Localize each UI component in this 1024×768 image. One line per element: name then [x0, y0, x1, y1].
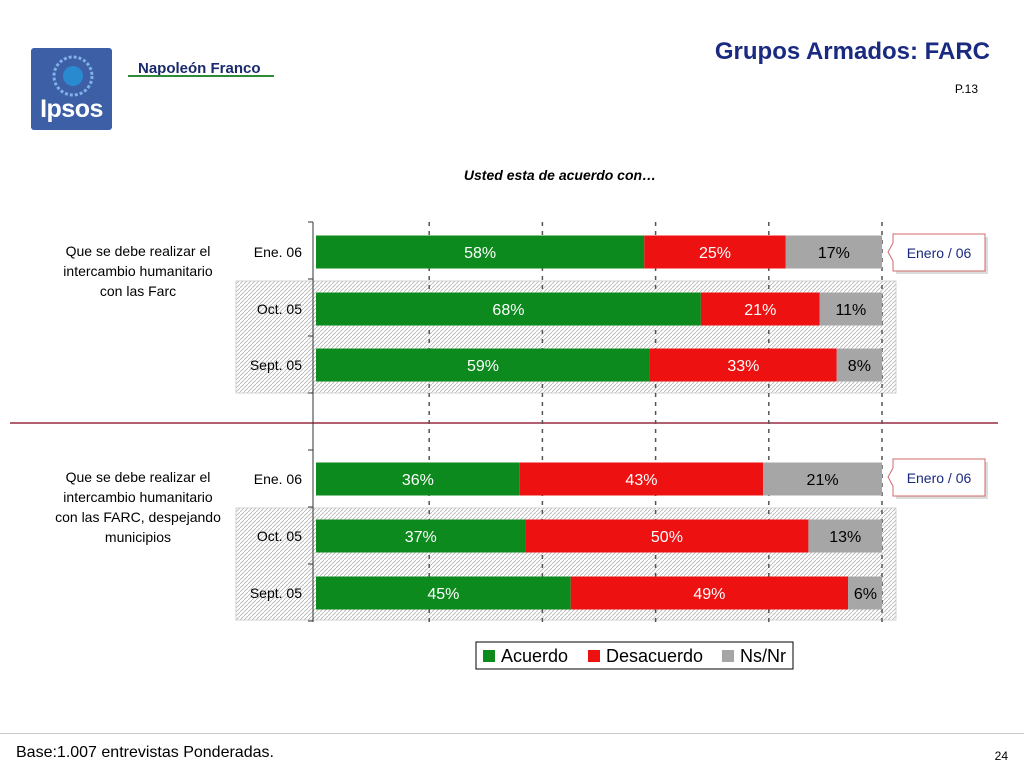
bar-data-label: 11%: [835, 302, 866, 319]
bar-data-label: 68%: [492, 302, 524, 319]
bar-data-label: 13%: [829, 529, 861, 546]
stacked-bar-chart: Ene. 06 58% 25% 17% Oct. 05 68% 21% 11% Sept. 05…: [235, 221, 897, 670]
bar-segment-acuerdo: [316, 348, 650, 382]
bar-segment-nsnr: [836, 348, 882, 382]
bar-data-label: 59%: [467, 358, 499, 375]
bar-segment-desacuerdo: [644, 235, 786, 269]
bar-segment-acuerdo: [316, 519, 526, 553]
callout-1-text: Enero / 06: [907, 245, 972, 261]
row-label: Ene. 06: [254, 244, 302, 260]
bar-data-label: 25%: [699, 245, 731, 262]
bar-segment-nsnr: [819, 292, 882, 326]
bar-data-label: 21%: [744, 302, 776, 319]
legend-box: [475, 641, 794, 670]
bar-segment-nsnr: [785, 235, 882, 269]
row-label: Sept. 05: [250, 357, 302, 373]
page-code: P.13: [954, 82, 978, 96]
brand-underline: [128, 75, 274, 77]
section-divider: [10, 422, 998, 424]
bar-segment-acuerdo: [316, 576, 571, 610]
callout-2-text: Enero / 06: [907, 470, 972, 486]
footer-base-text: Base:1.007 entrevistas Ponderadas.: [16, 744, 274, 761]
bar-segment-desacuerdo: [519, 462, 764, 496]
brand-name: Napoleón Franco: [138, 60, 261, 77]
page-number: 24: [994, 749, 1008, 763]
row-label: Ene. 06: [254, 471, 302, 487]
bar-data-label: 21%: [807, 472, 839, 489]
bar-segment-desacuerdo: [700, 292, 820, 326]
row-label: Sept. 05: [250, 585, 302, 601]
legend-swatch: [588, 650, 600, 662]
bar-segment-acuerdo: [316, 462, 520, 496]
bar-segment-desacuerdo: [570, 576, 849, 610]
callout-enero-1: Enero / 06: [887, 233, 988, 274]
question-2-label: Que se debe realizar el intercambio huma…: [55, 469, 221, 545]
legend-swatch: [483, 650, 495, 662]
footer-divider: [0, 733, 1024, 734]
logo-emblem-icon: [52, 55, 94, 97]
row-label: Oct. 05: [257, 301, 302, 317]
bar-data-label: 37%: [405, 529, 437, 546]
bar-segment-desacuerdo: [525, 519, 809, 553]
callout-enero-2: Enero / 06: [887, 458, 988, 499]
logo-text: Ipsos: [40, 95, 103, 123]
bar-segment-nsnr: [808, 519, 882, 553]
bar-segment-nsnr: [763, 462, 882, 496]
legend-label: Ns/Nr: [740, 646, 786, 666]
ipsos-logo: Ipsos: [31, 48, 112, 130]
page-title: Grupos Armados: FARC: [714, 38, 990, 65]
bar-data-label: 8%: [848, 358, 871, 375]
bar-data-label: 36%: [402, 472, 434, 489]
bar-data-label: 50%: [651, 529, 683, 546]
bar-segment-acuerdo: [316, 292, 701, 326]
bar-segment-acuerdo: [316, 235, 645, 269]
legend-label: Desacuerdo: [606, 646, 703, 666]
bar-data-label: 17%: [818, 245, 850, 262]
bar-segment-nsnr: [848, 576, 882, 610]
bar-data-label: 45%: [427, 586, 459, 603]
bar-data-label: 58%: [464, 245, 496, 262]
question-1-label: Que se debe realizar el intercambio huma…: [63, 243, 213, 299]
bar-data-label: 6%: [854, 586, 877, 603]
bar-data-label: 49%: [693, 586, 725, 603]
bar-data-label: 43%: [625, 472, 657, 489]
row-label: Oct. 05: [257, 528, 302, 544]
chart-title: Usted esta de acuerdo con…: [463, 167, 657, 183]
legend-swatch: [722, 650, 734, 662]
bar-data-label: 33%: [727, 358, 759, 375]
legend-label: Acuerdo: [501, 646, 568, 666]
bar-segment-desacuerdo: [649, 348, 837, 382]
